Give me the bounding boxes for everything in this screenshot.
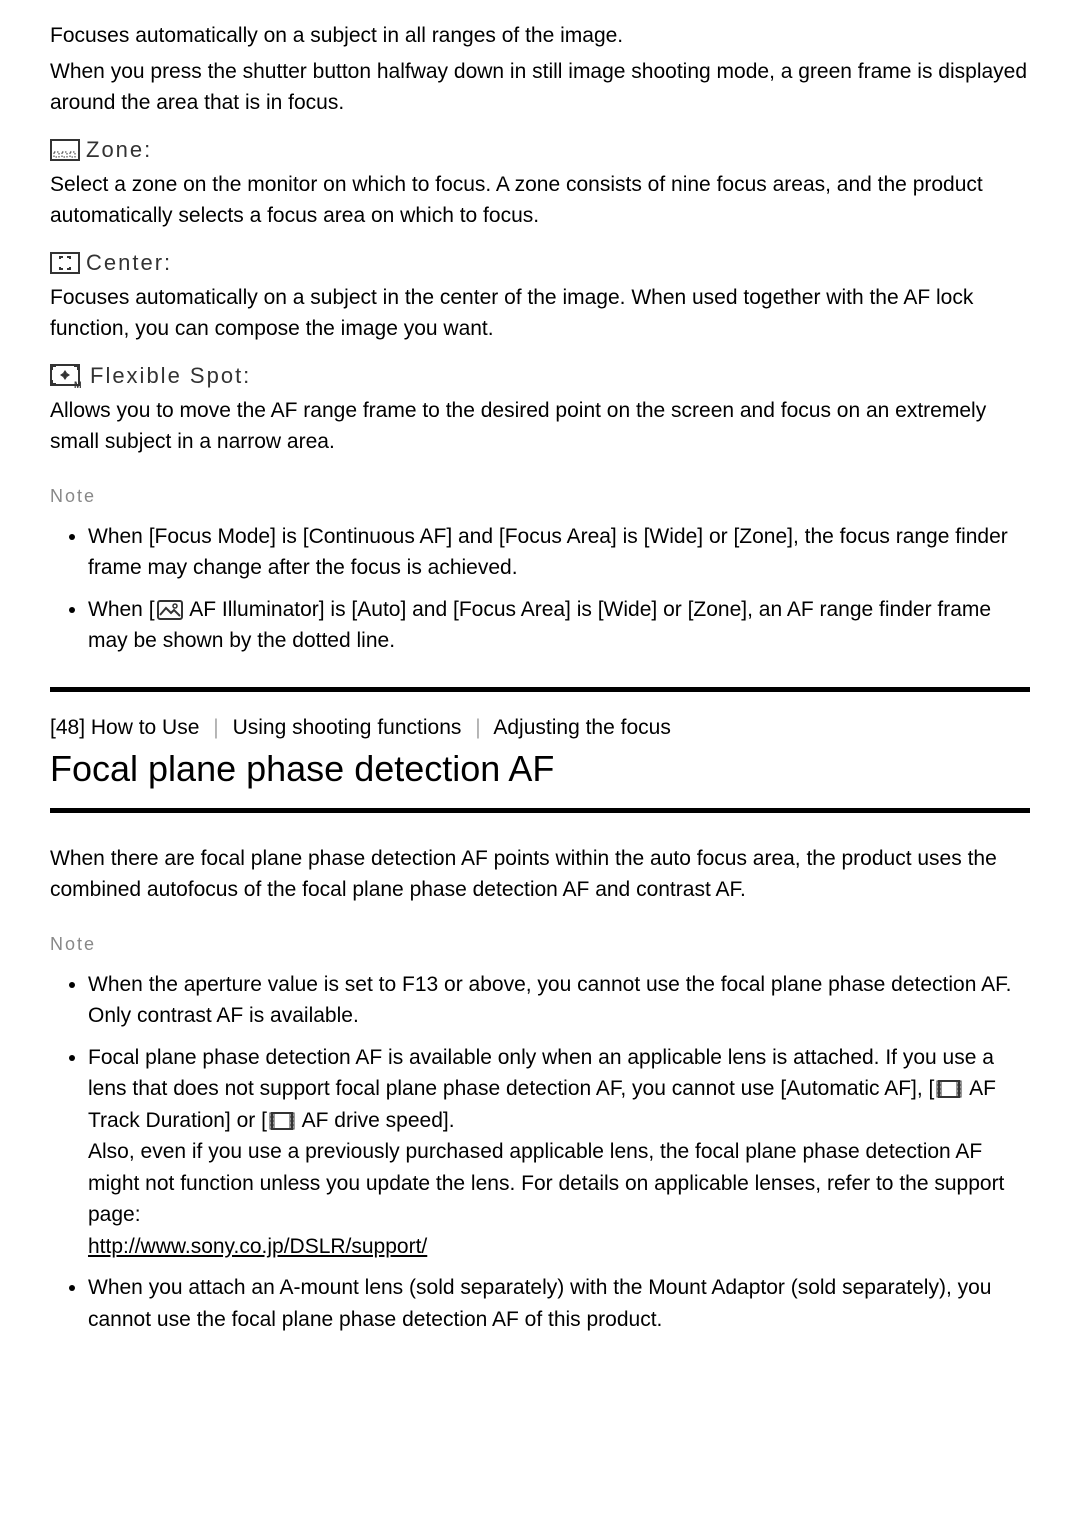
note-label-1: Note: [50, 486, 1030, 507]
divider-top: [50, 687, 1030, 692]
center-text: Focuses automatically on a subject in th…: [50, 282, 1030, 345]
breadcrumb-sep-1: |: [213, 716, 218, 739]
movie-icon: [936, 1080, 962, 1098]
note2-item-1: Focal plane phase detection AF is availa…: [88, 1042, 1030, 1263]
heading-flexible-spot: M Flexible Spot:: [50, 363, 1030, 389]
note-list-2: When the aperture value is set to F13 or…: [50, 969, 1030, 1336]
intro-line-2: When you press the shutter button halfwa…: [50, 56, 1030, 119]
breadcrumb: [48] How to Use | Using shooting functio…: [50, 716, 1030, 740]
note2-i1-d: Also, even if you use a previously purch…: [88, 1140, 1004, 1226]
breadcrumb-sep-2: |: [475, 716, 480, 739]
heading-zone-label: Zone:: [86, 137, 152, 163]
divider-bottom: [50, 808, 1030, 813]
note2-item-0: When the aperture value is set to F13 or…: [88, 969, 1030, 1032]
note2-item-2: When you attach an A-mount lens (sold se…: [88, 1272, 1030, 1335]
breadcrumb-num: [48] How to Use: [50, 716, 199, 739]
topic-intro: When there are focal plane phase detecti…: [50, 843, 1030, 906]
note1-item-1-a: When [: [88, 598, 155, 621]
note1-item-1-b: AF Illuminator] is [Auto] and [Focus Are…: [88, 598, 991, 653]
center-icon: [50, 252, 80, 274]
heading-flexible-label: Flexible Spot:: [90, 363, 251, 389]
zone-icon: [50, 139, 80, 161]
note2-i1-a: Focal plane phase detection AF is availa…: [88, 1046, 994, 1101]
zone-text: Select a zone on the monitor on which to…: [50, 169, 1030, 232]
heading-center: Center:: [50, 250, 1030, 276]
heading-zone: Zone:: [50, 137, 1030, 163]
note1-item-0-text: When [Focus Mode] is [Continuous AF] and…: [88, 525, 1008, 580]
flexible-text: Allows you to move the AF range frame to…: [50, 395, 1030, 458]
note2-i1-c: AF drive speed].: [302, 1109, 455, 1132]
still-image-icon: [157, 600, 183, 620]
svg-text:M: M: [74, 380, 84, 388]
intro-line-1: Focuses automatically on a subject in al…: [50, 20, 1030, 52]
support-link[interactable]: http://www.sony.co.jp/DSLR/support/: [88, 1235, 427, 1258]
topic-title: Focal plane phase detection AF: [50, 748, 1030, 790]
flexible-spot-icon: M: [50, 364, 84, 388]
breadcrumb-c: Adjusting the focus: [493, 716, 670, 739]
help-page: Focuses automatically on a subject in al…: [0, 0, 1080, 1405]
breadcrumb-b: Using shooting functions: [233, 716, 462, 739]
heading-center-label: Center:: [86, 250, 172, 276]
note1-item-1: When [ AF Illuminator] is [Auto] and [Fo…: [88, 594, 1030, 657]
note1-item-0: When [Focus Mode] is [Continuous AF] and…: [88, 521, 1030, 584]
movie-icon: [269, 1112, 295, 1130]
note-label-2: Note: [50, 934, 1030, 955]
note-list-1: When [Focus Mode] is [Continuous AF] and…: [50, 521, 1030, 657]
